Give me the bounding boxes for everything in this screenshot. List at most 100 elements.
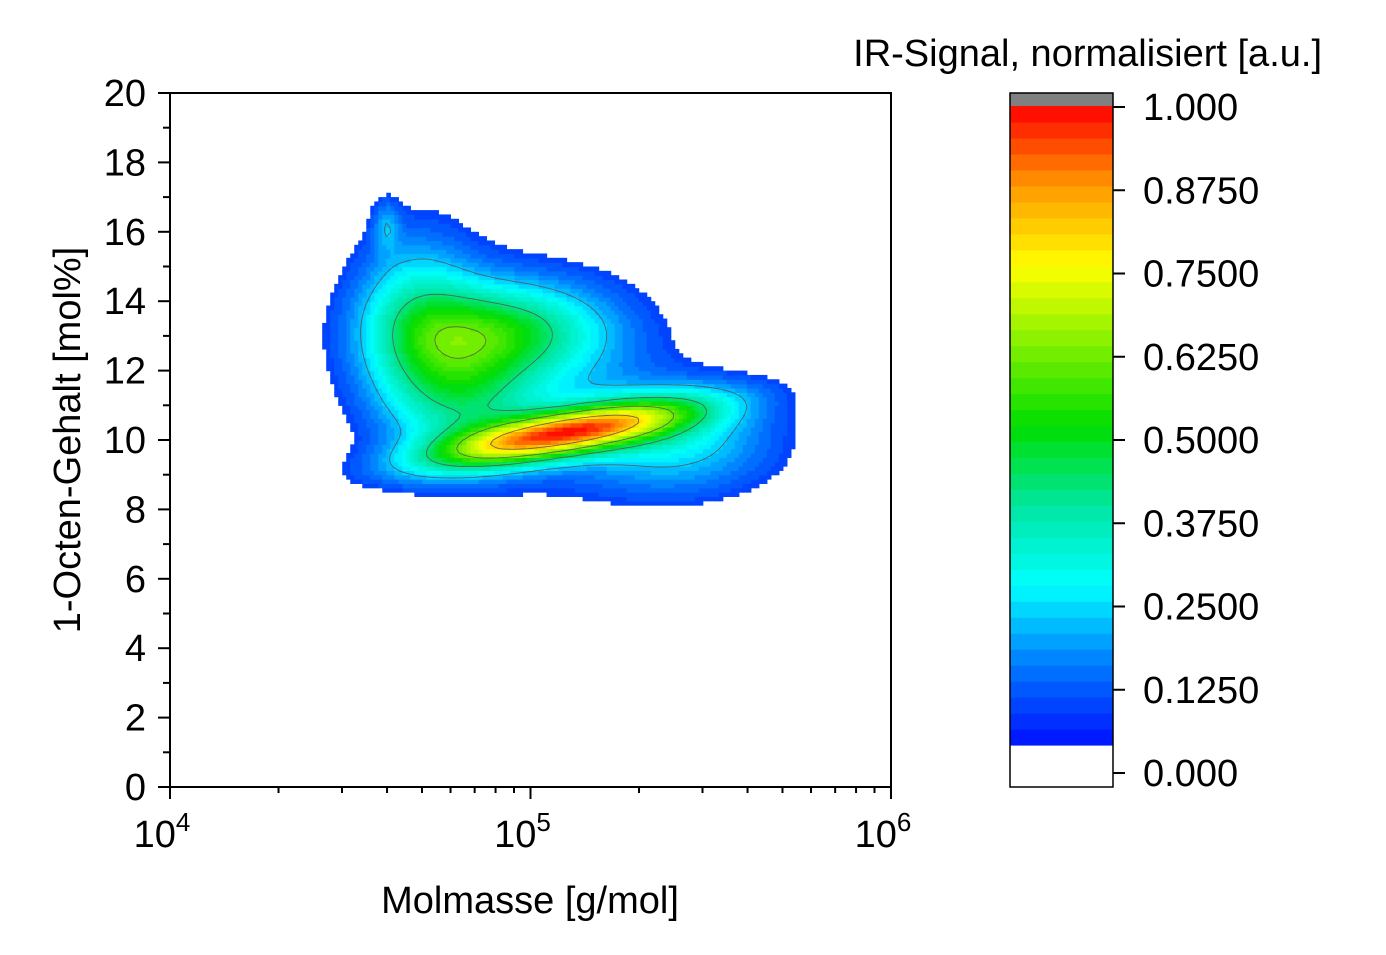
heatmap-cell bbox=[350, 379, 355, 385]
heatmap-cell bbox=[554, 327, 560, 333]
heatmap-cell bbox=[554, 370, 560, 376]
heatmap-cell bbox=[530, 327, 536, 333]
heatmap-cell bbox=[462, 483, 468, 489]
heatmap-cell bbox=[398, 314, 403, 320]
heatmap-cell bbox=[722, 479, 728, 484]
heatmap-cell bbox=[410, 418, 415, 424]
heatmap-cell bbox=[334, 383, 339, 389]
heatmap-cell bbox=[650, 400, 656, 406]
heatmap-cell bbox=[782, 448, 788, 454]
heatmap-cell bbox=[650, 453, 656, 458]
heatmap-cell bbox=[590, 496, 596, 502]
heatmap-cell bbox=[534, 305, 540, 311]
heatmap-cell bbox=[634, 444, 640, 450]
heatmap-cell bbox=[378, 288, 383, 294]
heatmap-cell bbox=[458, 353, 464, 359]
heatmap-cell bbox=[690, 440, 696, 445]
heatmap-cell bbox=[390, 383, 395, 389]
heatmap-cell bbox=[614, 405, 620, 411]
heatmap-cell bbox=[738, 457, 744, 463]
heatmap-cell bbox=[370, 301, 375, 307]
heatmap-cell bbox=[610, 309, 616, 315]
heatmap-cell bbox=[358, 340, 363, 346]
heatmap-cell bbox=[494, 340, 500, 346]
heatmap-cell bbox=[550, 448, 556, 454]
heatmap-cell bbox=[366, 444, 371, 450]
heatmap-cell bbox=[342, 405, 347, 411]
heatmap-cell bbox=[674, 418, 680, 424]
heatmap-cell bbox=[330, 309, 335, 315]
heatmap-cell bbox=[398, 479, 403, 484]
heatmap-cell bbox=[462, 387, 468, 393]
heatmap-cell bbox=[654, 400, 660, 406]
heatmap-cell bbox=[586, 474, 592, 480]
heatmap-cell bbox=[698, 374, 704, 380]
heatmap-cell bbox=[602, 444, 608, 450]
heatmap-cell bbox=[662, 344, 668, 350]
heatmap-cell bbox=[542, 331, 548, 337]
heatmap-cell bbox=[570, 353, 576, 359]
heatmap-cell bbox=[638, 492, 644, 497]
heatmap-cell bbox=[730, 466, 736, 471]
heatmap-cell bbox=[614, 344, 620, 350]
heatmap-cell bbox=[646, 396, 652, 402]
heatmap-cell bbox=[378, 479, 383, 484]
heatmap-cell bbox=[422, 322, 427, 328]
heatmap-cell bbox=[746, 474, 752, 480]
heatmap-cell bbox=[650, 487, 656, 493]
heatmap-cell bbox=[718, 374, 724, 380]
heatmap-cell bbox=[470, 431, 476, 437]
heatmap-cell bbox=[362, 392, 367, 398]
heatmap-cell bbox=[362, 479, 367, 484]
heatmap-cell bbox=[642, 435, 648, 441]
heatmap-cell bbox=[738, 413, 744, 419]
heatmap-cell bbox=[758, 405, 764, 411]
heatmap-cell bbox=[402, 387, 407, 393]
heatmap-cell bbox=[498, 305, 504, 311]
heatmap-cell bbox=[678, 361, 684, 367]
heatmap-cell bbox=[474, 279, 480, 285]
heatmap-cell bbox=[550, 283, 556, 289]
heatmap-cell bbox=[790, 440, 796, 445]
heatmap-cell bbox=[766, 461, 772, 467]
heatmap-cell bbox=[602, 474, 608, 480]
heatmap-cell bbox=[686, 387, 692, 393]
heatmap-cell bbox=[742, 479, 748, 484]
heatmap-cell bbox=[426, 431, 431, 437]
heatmap-cell bbox=[642, 461, 648, 467]
heatmap-cell bbox=[462, 283, 468, 289]
heatmap-cell bbox=[766, 409, 772, 415]
heatmap-cell bbox=[562, 392, 568, 398]
heatmap-cell bbox=[470, 466, 476, 471]
heatmap-cell bbox=[462, 400, 468, 406]
heatmap-cell bbox=[542, 327, 548, 333]
heatmap-cell bbox=[442, 487, 447, 493]
heatmap-cell bbox=[510, 348, 516, 354]
heatmap-cell bbox=[442, 466, 447, 471]
heatmap-cell bbox=[458, 396, 464, 402]
heatmap-cell bbox=[618, 426, 624, 432]
heatmap-cell bbox=[742, 383, 748, 389]
heatmap-cell bbox=[458, 418, 464, 424]
heatmap-cell bbox=[410, 448, 415, 454]
heatmap-cell bbox=[494, 440, 500, 445]
heatmap-cell bbox=[650, 314, 656, 320]
heatmap-cell bbox=[422, 396, 427, 402]
heatmap-cell bbox=[466, 435, 472, 441]
heatmap-cell bbox=[346, 392, 351, 398]
heatmap-cell bbox=[662, 392, 668, 398]
heatmap-cell bbox=[346, 322, 351, 328]
heatmap-cell bbox=[562, 348, 568, 354]
heatmap-cell bbox=[670, 492, 676, 497]
heatmap-cell bbox=[334, 353, 339, 359]
heatmap-cell bbox=[626, 292, 632, 298]
heatmap-cell bbox=[694, 448, 700, 454]
heatmap-cell bbox=[750, 383, 756, 389]
heatmap-cell bbox=[506, 431, 512, 437]
heatmap-cell bbox=[378, 370, 383, 376]
heatmap-cell bbox=[582, 361, 588, 367]
heatmap-cell bbox=[742, 422, 748, 428]
heatmap-cell bbox=[638, 344, 644, 350]
heatmap-cell bbox=[650, 500, 656, 506]
heatmap-cell bbox=[618, 331, 624, 337]
